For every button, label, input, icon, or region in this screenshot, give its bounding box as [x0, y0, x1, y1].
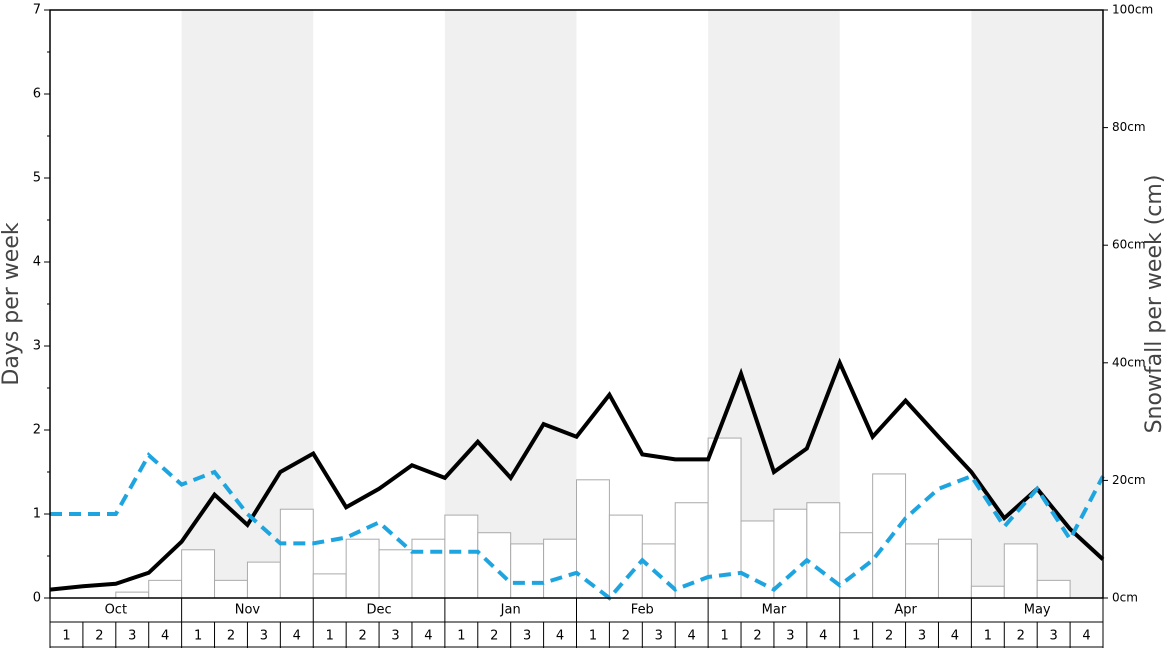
y2-tick-label: 20cm — [1112, 473, 1146, 487]
y-tick-label: 3 — [33, 339, 41, 354]
week-label: 4 — [951, 629, 959, 644]
bar — [740, 520, 775, 599]
bar — [905, 543, 939, 599]
bar — [510, 543, 545, 599]
week-label: 3 — [655, 629, 663, 644]
month-label: Feb — [631, 603, 654, 618]
dashed-line — [50, 452, 1105, 601]
bar — [576, 479, 610, 599]
month-shade — [444, 10, 577, 598]
y-tick-label: 1 — [33, 507, 41, 522]
bar — [608, 514, 643, 599]
y2-axis-title: Snowfall per week (cm) — [1142, 175, 1167, 434]
week-label: 1 — [326, 629, 334, 644]
week-label: 4 — [424, 629, 432, 644]
week-label: 1 — [852, 629, 860, 644]
week-label: 3 — [260, 629, 268, 644]
y-tick-label: 6 — [33, 87, 41, 102]
bar — [411, 538, 446, 599]
month-label: Jan — [500, 603, 521, 618]
month-label: Apr — [894, 603, 917, 618]
y2-tick-label: 40cm — [1112, 355, 1146, 369]
week-label: 3 — [391, 629, 399, 644]
week-label: 2 — [1017, 629, 1025, 644]
month-label: Dec — [366, 603, 391, 618]
bar — [970, 585, 1005, 599]
week-label: 3 — [128, 629, 136, 644]
y-tick-label: 7 — [33, 3, 41, 18]
bar — [444, 514, 479, 599]
line — [49, 357, 1105, 592]
bar — [312, 573, 347, 599]
bar — [937, 538, 972, 599]
week-label: 4 — [293, 629, 301, 644]
bar — [246, 561, 281, 599]
bar — [641, 543, 676, 599]
month-label: May — [1024, 603, 1051, 618]
bar — [148, 579, 183, 599]
week-label: 4 — [161, 629, 169, 644]
week-label: 3 — [1050, 629, 1058, 644]
y-tick-label: 4 — [33, 255, 41, 270]
bar — [378, 549, 413, 599]
week-label: 2 — [490, 629, 498, 644]
y-tick-label: 0 — [33, 591, 41, 606]
week-label: 3 — [523, 629, 531, 644]
week-label: 2 — [885, 629, 893, 644]
week-label: 4 — [819, 629, 827, 644]
week-label: 1 — [62, 629, 70, 644]
week-label: 4 — [688, 629, 696, 644]
month-shade — [181, 10, 314, 598]
month-label: Oct — [105, 603, 127, 618]
bar — [279, 508, 314, 599]
bar — [345, 538, 380, 599]
bar — [115, 591, 150, 599]
week-label: 3 — [918, 629, 926, 644]
week-label: 1 — [194, 629, 202, 644]
y2-tick-label: 100cm — [1112, 3, 1153, 17]
week-label: 2 — [622, 629, 630, 644]
week-label: 4 — [556, 629, 564, 644]
bar — [1036, 579, 1071, 599]
y-tick-label: 5 — [33, 171, 41, 186]
week-label: 2 — [753, 629, 761, 644]
week-label: 2 — [358, 629, 366, 644]
y2-tick-label: 0cm — [1112, 591, 1138, 605]
week-label: 1 — [457, 629, 465, 644]
y2-tick-label: 60cm — [1112, 238, 1146, 252]
month-label: Mar — [762, 603, 787, 618]
y2-tick-label: 80cm — [1112, 120, 1146, 134]
y-axis-title: Days per week — [0, 222, 24, 385]
week-label: 3 — [786, 629, 794, 644]
bar — [181, 549, 216, 599]
y-tick-label: 2 — [33, 423, 41, 438]
week-label: 1 — [589, 629, 597, 644]
week-label: 1 — [984, 629, 992, 644]
week-label: 2 — [227, 629, 235, 644]
week-label: 1 — [720, 629, 728, 644]
month-label: Nov — [235, 603, 261, 618]
week-label: 2 — [95, 629, 103, 644]
bar — [543, 538, 577, 599]
week-label: 4 — [1082, 629, 1090, 644]
bar — [214, 579, 248, 599]
bar — [1003, 543, 1038, 599]
